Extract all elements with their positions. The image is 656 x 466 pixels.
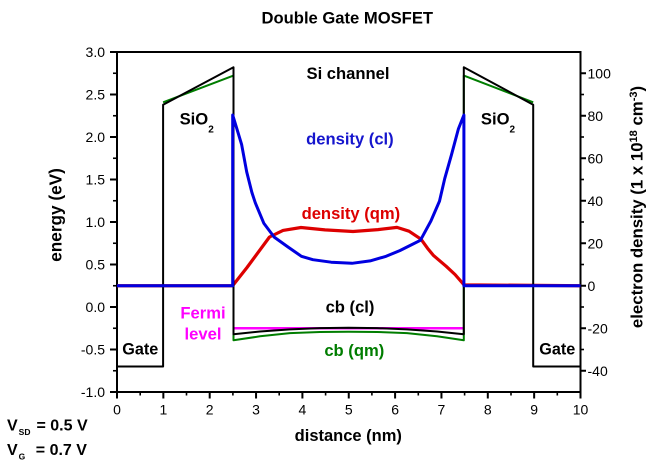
svg-text:-0.5: -0.5: [81, 342, 105, 358]
svg-text:20: 20: [588, 235, 604, 251]
svg-text:0: 0: [588, 278, 596, 294]
svg-text:0.0: 0.0: [86, 299, 106, 315]
svg-text:1.0: 1.0: [86, 214, 106, 230]
svg-text:Fermi: Fermi: [180, 304, 225, 323]
svg-text:3.0: 3.0: [86, 44, 106, 60]
svg-text:10: 10: [573, 402, 589, 418]
svg-text:-1.0: -1.0: [81, 384, 105, 400]
svg-text:1: 1: [159, 402, 167, 418]
svg-text:2: 2: [206, 402, 214, 418]
svg-text:energy (eV): energy (eV): [46, 168, 66, 262]
svg-text:Gate: Gate: [122, 341, 158, 359]
svg-text:-40: -40: [588, 363, 608, 379]
svg-text:3: 3: [252, 402, 260, 418]
svg-text:1.5: 1.5: [86, 172, 106, 188]
svg-text:level: level: [185, 324, 222, 343]
svg-text:2.5: 2.5: [86, 87, 106, 103]
svg-text:Gate: Gate: [539, 341, 575, 359]
svg-text:2.0: 2.0: [86, 129, 106, 145]
svg-text:cb (cl): cb (cl): [326, 298, 375, 317]
svg-text:Double Gate MOSFET: Double Gate MOSFET: [262, 8, 433, 27]
svg-text:6: 6: [391, 402, 399, 418]
svg-text:density (qm): density (qm): [302, 204, 401, 223]
svg-text:0.5: 0.5: [86, 257, 106, 273]
svg-text:60: 60: [588, 150, 604, 166]
svg-text:4: 4: [299, 402, 307, 418]
svg-text:7: 7: [438, 402, 446, 418]
svg-text:-20: -20: [588, 320, 608, 336]
svg-text:40: 40: [588, 193, 604, 209]
svg-text:density (cl): density (cl): [306, 129, 394, 148]
svg-text:0: 0: [113, 402, 121, 418]
svg-text:9: 9: [530, 402, 538, 418]
svg-text:electron density (1 x 1018 cm-: electron density (1 x 1018 cm-3): [628, 86, 647, 328]
svg-text:distance (nm): distance (nm): [295, 427, 402, 445]
svg-text:5: 5: [345, 402, 353, 418]
svg-text:cb (qm): cb (qm): [324, 341, 384, 360]
svg-text:Si channel: Si channel: [307, 64, 390, 83]
svg-text:8: 8: [484, 402, 492, 418]
svg-text:80: 80: [588, 108, 604, 124]
svg-text:100: 100: [588, 65, 612, 81]
